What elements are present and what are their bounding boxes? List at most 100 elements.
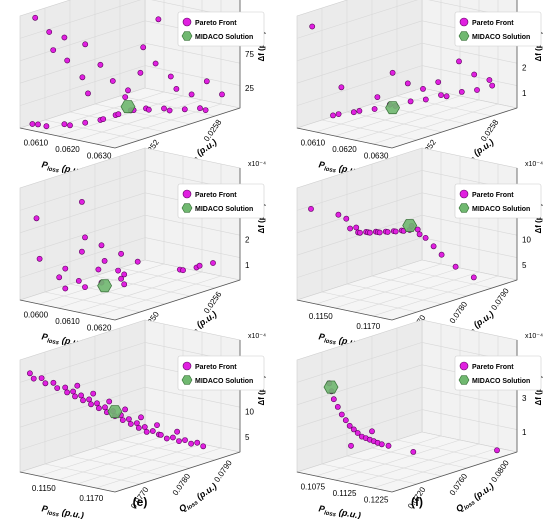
pareto-point: [32, 14, 39, 21]
pareto-point: [96, 405, 102, 412]
pareto-point: [338, 84, 345, 91]
pareto-point: [133, 420, 140, 426]
panel-label: (f): [411, 495, 423, 509]
pareto-point: [62, 384, 69, 391]
grid-line: [315, 263, 442, 305]
pareto-point: [54, 385, 61, 391]
grid-line: [19, 20, 146, 62]
pareto-point: [36, 255, 43, 262]
pareto-point: [166, 107, 173, 114]
grid-line: [95, 275, 222, 317]
pareto-point: [350, 426, 357, 433]
pareto-point: [486, 77, 493, 83]
pareto-point: [374, 94, 381, 100]
pareto-point: [125, 87, 131, 94]
pareto-point: [494, 447, 500, 454]
midaco-point: [107, 405, 123, 419]
pareto-point: [98, 242, 105, 249]
legend-box: [454, 183, 542, 219]
legend: Pareto Front MIDACO Solution: [177, 11, 265, 47]
pareto-point: [334, 404, 341, 410]
pareto-point: [167, 73, 174, 80]
pareto-point: [471, 71, 478, 78]
legend-pareto-label: Pareto Front: [195, 192, 237, 199]
grid-line: [119, 267, 216, 289]
z-tick-label: 5: [245, 433, 250, 442]
pareto-point: [169, 434, 176, 441]
pareto-point: [86, 396, 92, 403]
grid-line: [144, 237, 241, 258]
legend-midaco-marker: [458, 31, 470, 41]
grid-line: [119, 95, 216, 117]
grid-line: [19, 0, 141, 39]
pareto-point: [196, 262, 203, 269]
y-tick-label: 0.0780: [448, 300, 470, 326]
pareto-point: [347, 225, 353, 232]
legend: Pareto Front MIDACO Solution: [177, 183, 265, 219]
pareto-point: [430, 243, 437, 250]
grid-line: [296, 409, 423, 450]
pareto-point: [115, 267, 121, 274]
grid-line: [38, 91, 165, 133]
grid-line: [19, 192, 146, 234]
grid-line: [421, 386, 518, 408]
grid-line: [372, 447, 499, 489]
pareto-point: [102, 404, 108, 411]
grid-line: [421, 42, 518, 64]
pareto-point: [422, 96, 429, 103]
legend-midaco-label: MIDACO Solution: [195, 378, 253, 385]
y-tick-label: 0.0790: [212, 458, 234, 484]
grid-line: [76, 443, 203, 485]
grid-line: [371, 275, 468, 297]
pareto-point: [78, 392, 84, 399]
y-axis-line: [114, 107, 241, 149]
pareto-point: [180, 267, 186, 274]
z-tick-label: 2: [522, 64, 527, 73]
grid-line: [44, 291, 141, 313]
legend-midaco-marker: [458, 203, 470, 213]
grid-line: [296, 386, 423, 428]
z-tick-label: 10: [522, 236, 531, 245]
z-tick-label: 3: [522, 394, 527, 403]
grid-line: [421, 409, 518, 430]
grid-line: [396, 95, 493, 117]
pareto-point: [109, 78, 116, 84]
pareto-point: [343, 215, 350, 222]
grid-line: [69, 111, 166, 133]
z-multiplier: x10⁻⁴: [525, 333, 543, 340]
grid-line: [296, 237, 423, 278]
legend-midaco-label: MIDACO Solution: [472, 378, 530, 385]
pareto-point: [56, 274, 63, 281]
pareto-point: [29, 121, 36, 127]
pareto-point: [79, 198, 85, 205]
grid-line: [119, 439, 216, 461]
x-tick-label: 0.0620: [332, 145, 357, 154]
grid-line: [372, 103, 499, 145]
grid-line: [346, 111, 443, 133]
y-axis-line: [114, 451, 241, 493]
x-tick-label: 0.0610: [301, 138, 326, 147]
x-axis-line: [19, 471, 116, 493]
grid-line: [321, 291, 418, 313]
pareto-point: [88, 401, 94, 408]
pareto-point: [140, 44, 147, 51]
z-multiplier: x10⁻⁴: [525, 161, 543, 168]
grid-line: [44, 463, 141, 485]
pareto-point: [141, 424, 148, 430]
grid-line: [296, 364, 423, 406]
legend-midaco-label: MIDACO Solution: [472, 34, 530, 41]
grid-line: [57, 267, 184, 309]
pareto-point: [474, 87, 480, 93]
grid-line: [396, 267, 493, 289]
x-axis-line: [19, 299, 116, 321]
pareto-point: [438, 251, 445, 258]
x-tick-label: 0.1125: [333, 489, 357, 498]
pareto-point: [62, 265, 69, 272]
legend-pareto-label: Pareto Front: [195, 20, 237, 27]
legend-pareto-marker: [182, 361, 192, 371]
pareto-point: [410, 449, 417, 455]
pareto-point: [389, 69, 396, 76]
pareto-point: [121, 281, 128, 288]
grid-line: [94, 275, 191, 297]
pareto-point: [438, 92, 444, 98]
